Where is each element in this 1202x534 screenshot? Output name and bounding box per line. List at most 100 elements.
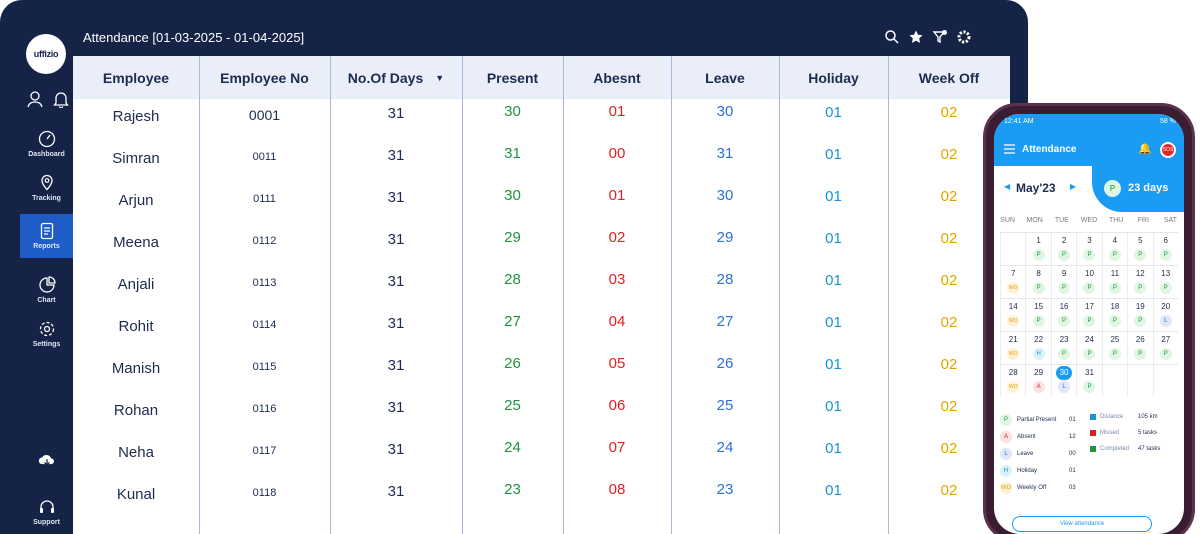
column-header-no-of-days[interactable]: No.Of Days ▼ xyxy=(330,56,462,99)
stat-item: Distance 105 km xyxy=(1090,414,1158,420)
calendar-day[interactable]: 11 P xyxy=(1101,266,1127,298)
search-icon[interactable] xyxy=(884,29,900,45)
sort-down-icon[interactable]: ▼ xyxy=(435,72,445,83)
sidebar-item-label: Dashboard xyxy=(28,151,65,158)
cell-week-off: 02 xyxy=(940,439,958,457)
day-status-badge: P xyxy=(1108,249,1121,261)
calendar-day[interactable]: 27 P xyxy=(1152,332,1178,364)
calendar-day[interactable]: 30 L xyxy=(1050,365,1076,397)
gear-icon xyxy=(39,321,54,337)
column-header-absent[interactable]: Abesnt xyxy=(563,56,671,99)
favorite-star-icon[interactable] xyxy=(908,29,924,45)
cell-employee-no: 0115 xyxy=(252,361,277,373)
day-status-badge: P xyxy=(1108,282,1121,294)
next-month-icon[interactable]: ▶ xyxy=(1070,182,1077,191)
cell-employee-no: 0116 xyxy=(252,403,277,415)
phone-screen: 12:41 AM 58 % Attendance 🔔 SOS ◀ May'23 … xyxy=(994,114,1184,534)
day-status-badge: P xyxy=(1032,282,1045,294)
calendar-day[interactable]: 15 P xyxy=(1025,299,1050,331)
stat-value: 47 tasks xyxy=(1138,446,1161,452)
view-attendance-button[interactable]: View attendance xyxy=(1012,516,1152,532)
sos-button[interactable]: SOS xyxy=(1160,142,1176,158)
calendar-day[interactable]: 28 WO xyxy=(1000,365,1025,397)
bell-icon[interactable] xyxy=(52,90,70,110)
calendar-day[interactable]: 31 P xyxy=(1076,365,1101,397)
calendar-day[interactable]: 20 L xyxy=(1152,299,1178,331)
sidebar-item-tracking[interactable]: Tracking xyxy=(20,166,73,210)
filter-icon[interactable] xyxy=(932,29,948,45)
legend-value: 01 xyxy=(1069,468,1076,474)
calendar-day[interactable]: 16 P xyxy=(1050,299,1076,331)
gear-icon[interactable] xyxy=(956,29,972,45)
stat-item: Missed 5 tasks xyxy=(1090,430,1157,436)
cell-week-off: 02 xyxy=(940,397,958,415)
column-header-present[interactable]: Present xyxy=(462,56,563,99)
bell-icon[interactable]: 🔔 xyxy=(1138,143,1152,155)
days-summary: P 23 days xyxy=(1092,166,1184,212)
location-pin-icon xyxy=(40,174,53,191)
calendar-day[interactable]: 29 A xyxy=(1025,365,1050,397)
column-header-label: Week Off xyxy=(918,69,980,86)
weekday-label: TUE xyxy=(1054,217,1069,224)
calendar-day[interactable]: 18 P xyxy=(1101,299,1127,331)
calendar-day[interactable]: 13 P xyxy=(1152,266,1178,298)
calendar-day[interactable]: 24 P xyxy=(1076,332,1101,364)
column-header-employee[interactable]: Employee xyxy=(73,56,199,99)
weekday-header: SUN MON TUE WED THU FRI SAT xyxy=(994,217,1184,231)
cell-holiday: 01 xyxy=(825,103,842,121)
calendar-grid: 1 P 2 P 3 P 4 P 5 P 6 P 7 WO 8 P 9 P 10 P 11 P 12 P 13 P 14 WO 15 P 16… xyxy=(1000,232,1178,397)
user-icon[interactable] xyxy=(26,90,44,110)
sidebar-item-reports[interactable]: Reports xyxy=(20,214,73,258)
legend-label: Weekly Off xyxy=(1017,485,1047,491)
cell-employee: Arjun xyxy=(118,191,154,209)
calendar-day[interactable]: 7 WO xyxy=(1000,266,1025,298)
missed-task-icon xyxy=(1090,430,1096,436)
day-number: 14 xyxy=(1008,302,1018,311)
sidebar-item-chart[interactable]: Chart xyxy=(20,268,73,312)
calendar-day[interactable]: 21 WO xyxy=(1000,332,1025,364)
cell-absent: 01 xyxy=(608,186,626,204)
calendar-day xyxy=(1000,233,1025,265)
menu-icon[interactable] xyxy=(1004,144,1015,154)
cell-present: 31 xyxy=(504,144,521,162)
calendar-day[interactable]: 17 P xyxy=(1076,299,1101,331)
calendar-day[interactable]: 19 P xyxy=(1127,299,1152,331)
calendar-day[interactable]: 10 P xyxy=(1076,266,1101,298)
column-header-holiday[interactable]: Holiday xyxy=(779,56,888,99)
dashboard-icon xyxy=(38,130,55,148)
sidebar-item-dashboard[interactable]: Dashboard xyxy=(20,122,73,166)
day-number: 28 xyxy=(1008,368,1018,377)
page-title: Attendance [01-03-2025 - 01-04-2025] xyxy=(83,30,305,45)
column-header-employee-no[interactable]: Employee No xyxy=(199,56,330,99)
calendar-day[interactable]: 25 P xyxy=(1101,332,1127,364)
column-header-leave[interactable]: Leave xyxy=(671,56,779,99)
cell-no-of-days: 31 xyxy=(387,314,405,332)
attendance-table: Employee Employee No No.Of Days ▼ Present Abe… xyxy=(73,56,1010,534)
calendar-day[interactable]: 12 P xyxy=(1127,266,1152,298)
cell-present: 27 xyxy=(504,312,521,330)
legend-item: H Holiday 01 xyxy=(1000,465,1076,477)
calendar-week: 14 WO 15 P 16 P 17 P 18 P 19 P 20 L xyxy=(1000,298,1178,331)
calendar-day[interactable]: 14 WO xyxy=(1000,299,1025,331)
column-header-week-off[interactable]: Week Off xyxy=(888,56,1010,99)
legend-item: WO Weekly Off 03 xyxy=(1000,482,1076,494)
legend-label: Absent xyxy=(1017,434,1036,440)
sidebar-item-support[interactable]: Support xyxy=(20,490,73,534)
day-number: 25 xyxy=(1110,335,1120,344)
sidebar-item-settings[interactable]: Settings xyxy=(20,312,73,356)
calendar-day[interactable]: 26 P xyxy=(1127,332,1152,364)
calendar-day[interactable]: 23 P xyxy=(1050,332,1076,364)
cloud-download-button[interactable] xyxy=(20,448,73,472)
calendar-day[interactable]: 22 H xyxy=(1025,332,1050,364)
report-icon xyxy=(40,222,53,240)
prev-month-icon[interactable]: ◀ xyxy=(1004,182,1011,191)
